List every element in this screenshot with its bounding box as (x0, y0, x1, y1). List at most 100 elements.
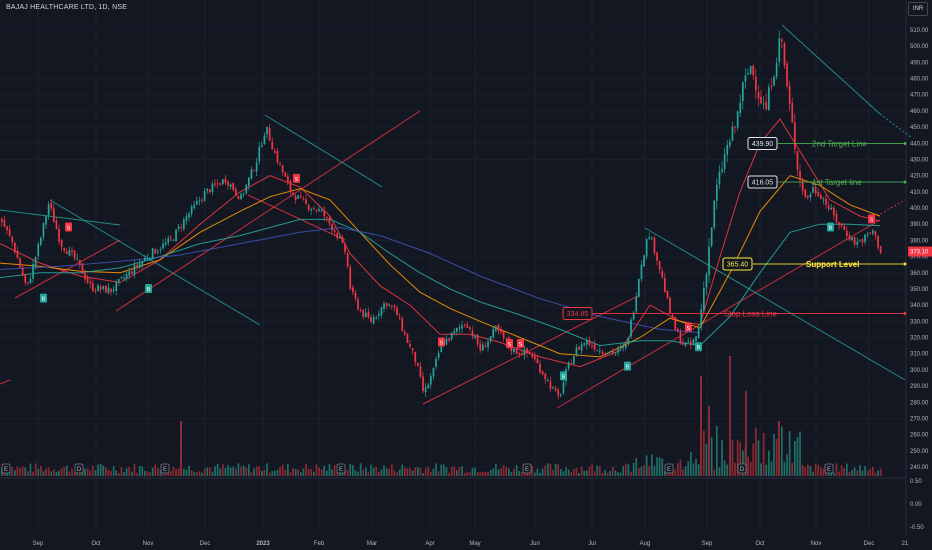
level-value-box (747, 136, 778, 150)
candle-body (440, 343, 443, 353)
volume-bar (658, 457, 661, 476)
candle-body (365, 312, 367, 317)
candle-body (170, 237, 172, 239)
level-value-box (722, 257, 753, 271)
volume-bar (835, 463, 838, 476)
candle-body (456, 328, 458, 332)
candle-body (682, 342, 684, 346)
volume-bar (53, 469, 55, 476)
price-tick-label: 490.00 (910, 60, 929, 66)
candle-body (190, 206, 193, 214)
volume-bar (73, 472, 76, 476)
volume-bar (518, 470, 521, 476)
volume-bar (365, 467, 367, 476)
volume-bar (302, 468, 305, 476)
candle-body (770, 85, 773, 87)
trend-line (781, 24, 881, 115)
volume-bar (336, 472, 339, 476)
price-tick-label: 390.00 (910, 222, 929, 228)
volume-bar (760, 463, 762, 476)
candle-body (661, 270, 664, 278)
candle-body (167, 238, 170, 244)
candle-body (606, 353, 609, 355)
candle-body (362, 309, 365, 317)
volume-bar (118, 472, 120, 476)
volume-bar (136, 472, 138, 476)
currency-button[interactable]: INR (908, 2, 928, 16)
candle-body (201, 199, 203, 201)
candle-body (513, 348, 515, 353)
volume-bar (146, 471, 149, 476)
volume-bar (404, 467, 406, 476)
volume-bar (450, 466, 453, 476)
candle-body (24, 274, 27, 283)
volume-bar (310, 469, 313, 476)
candle-body (42, 223, 45, 238)
price-tick-label: 270.00 (910, 416, 929, 422)
volume-bar (326, 470, 328, 476)
candle-body (617, 348, 619, 353)
candle-body (796, 150, 799, 170)
volume-bar (578, 472, 580, 476)
volume-bar (37, 468, 40, 476)
signal-marker (40, 293, 47, 303)
volume-bar (253, 468, 255, 476)
volume-bar (86, 468, 89, 476)
candle-body (843, 226, 846, 231)
price-tick-label: 410.00 (910, 190, 929, 196)
volume-bar (411, 470, 414, 476)
volume-bar (250, 472, 253, 476)
signal-marker (868, 214, 875, 224)
volume-bar (198, 471, 201, 476)
candle-body (274, 150, 276, 153)
event-marker-label: D (740, 467, 745, 473)
volume-bar (370, 464, 372, 476)
time-tick-label: Oct (91, 541, 101, 547)
candle-body (703, 288, 705, 311)
candle-body (692, 339, 695, 345)
candle-body (679, 331, 682, 344)
volume-bar (248, 464, 250, 476)
candle-body (430, 376, 432, 385)
volume-bar (677, 463, 679, 476)
volume-bar (193, 472, 196, 476)
candle-body (328, 217, 331, 224)
volume-bar (632, 462, 635, 476)
volume-bar (762, 432, 765, 476)
signal-marker (685, 322, 692, 332)
candle-body (164, 242, 167, 245)
candle-body (385, 302, 388, 307)
candle-body (716, 184, 718, 201)
volume-bar (320, 469, 323, 476)
candle-body (466, 324, 469, 328)
candle-body (664, 277, 666, 292)
candle-body (115, 281, 118, 291)
candle-body (81, 263, 84, 274)
candle-body (643, 255, 645, 267)
time-tick-label: Sep (33, 541, 44, 547)
price-tick-label: 400.00 (910, 206, 929, 212)
candle-body (118, 278, 120, 282)
candle-body (367, 311, 370, 318)
volume-bar (625, 463, 627, 476)
candle-body (424, 387, 427, 393)
candle-body (739, 102, 742, 114)
volume-bar (112, 466, 115, 476)
candle-body (575, 347, 578, 356)
candle-body (352, 287, 354, 293)
candle-body (133, 264, 136, 275)
candle-body (19, 258, 21, 268)
candle-body (552, 387, 554, 389)
volume-bar (781, 426, 783, 476)
volume-bar-spike (778, 421, 780, 476)
volume-bar (203, 468, 206, 476)
candle-body (583, 343, 586, 345)
volume-bar (539, 472, 541, 476)
volume-bar (107, 469, 110, 476)
signal-label: S (508, 342, 512, 348)
candle-body (263, 135, 266, 145)
volume-bar (614, 470, 617, 476)
candle-body (401, 318, 404, 332)
candle-body (778, 38, 781, 62)
